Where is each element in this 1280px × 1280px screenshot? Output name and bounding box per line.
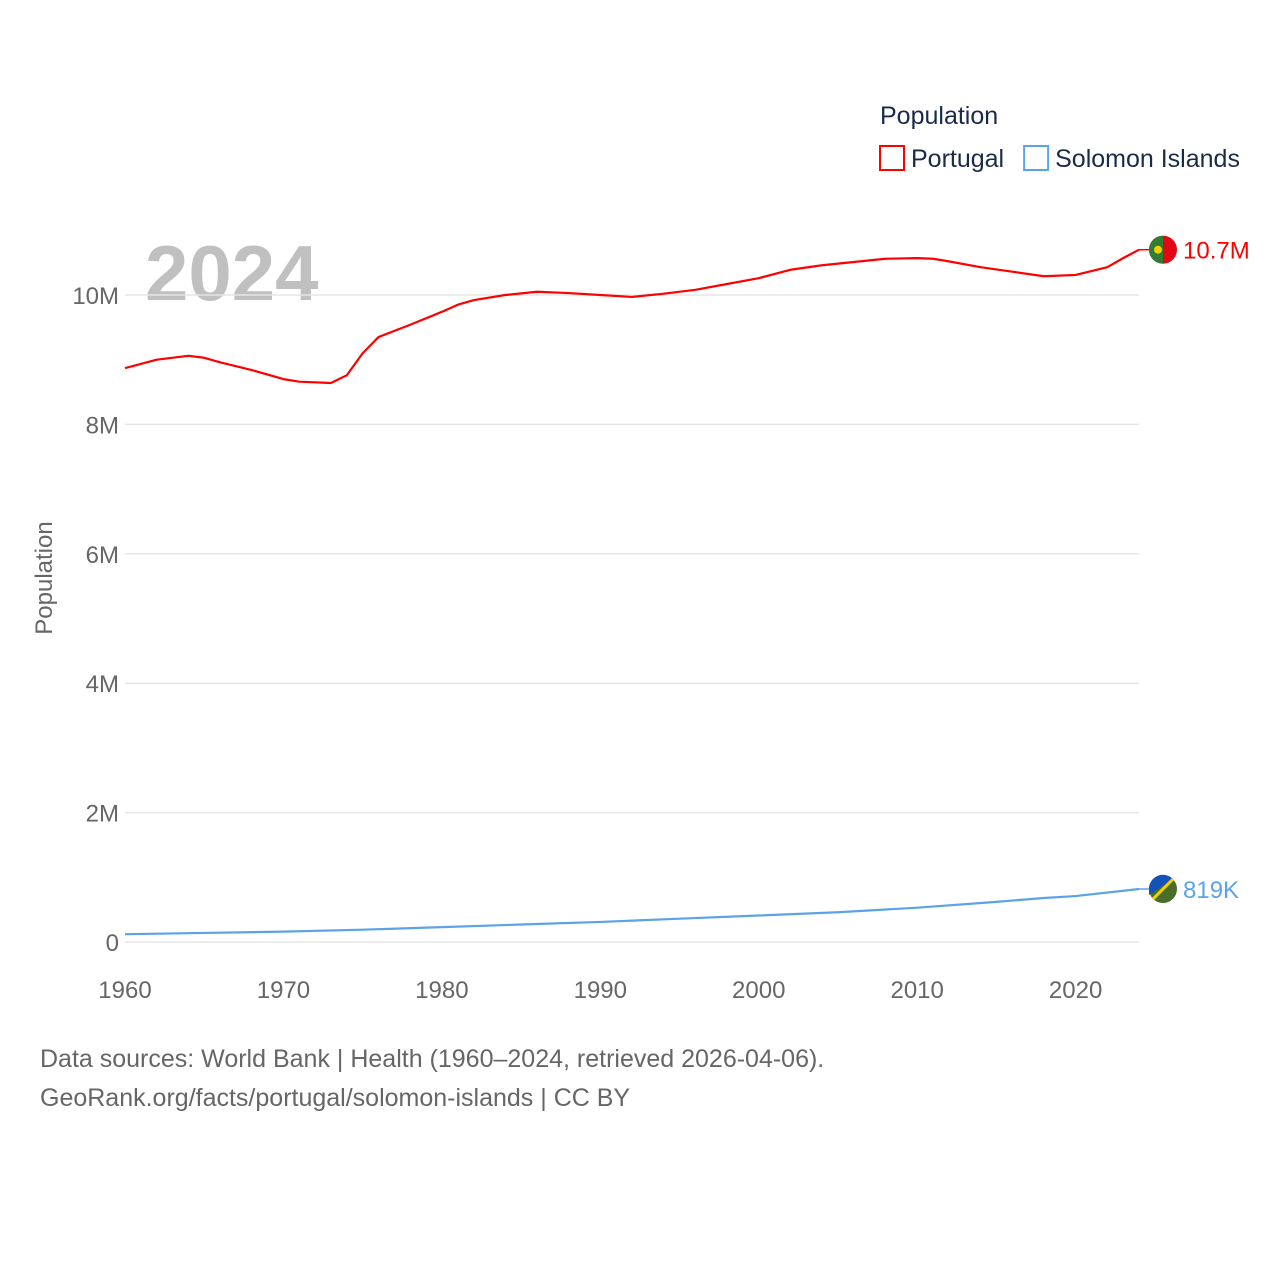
x-tick-label: 1980 (415, 977, 468, 1004)
y-axis-label: Population (31, 521, 58, 634)
solomon-islands-flag-stripe (1151, 877, 1175, 901)
legend-item: Portugal (911, 145, 1004, 173)
y-tick-label: 4M (86, 671, 119, 698)
x-tick-label: 1960 (98, 977, 151, 1004)
y-tick-label: 10M (72, 283, 119, 310)
series-line-portugal (124, 248, 1140, 385)
y-tick-label: 0 (106, 930, 119, 957)
x-tick-label: 1970 (257, 977, 310, 1004)
legend-title: Population (880, 102, 998, 130)
x-tick-label: 2000 (732, 977, 785, 1004)
series-line-solomon-islands (124, 887, 1140, 936)
y-tick-label: 6M (86, 542, 119, 569)
legend-item: Solomon Islands (1055, 145, 1240, 173)
y-tick-label: 2M (86, 801, 119, 828)
x-tick-label: 2020 (1049, 977, 1102, 1004)
y-tick-label: 8M (86, 412, 119, 439)
source-note: Data sources: World Bank | Health (1960–… (40, 1045, 825, 1073)
source-link[interactable]: GeoRank.org/facts/portugal/solomon-islan… (40, 1084, 631, 1112)
solomon-islands-flag-icon-blue (1148, 874, 1173, 896)
portugal-flag-emblem (1154, 245, 1162, 254)
year-watermark: 2024 (145, 229, 319, 317)
legend-swatch (1023, 145, 1050, 171)
x-tick-label: 1990 (574, 977, 627, 1004)
x-tick-label: 2010 (890, 977, 943, 1004)
end-value-label: 10.7M (1183, 238, 1250, 265)
legend-swatch (879, 145, 905, 171)
end-value-label: 819K (1183, 877, 1239, 904)
